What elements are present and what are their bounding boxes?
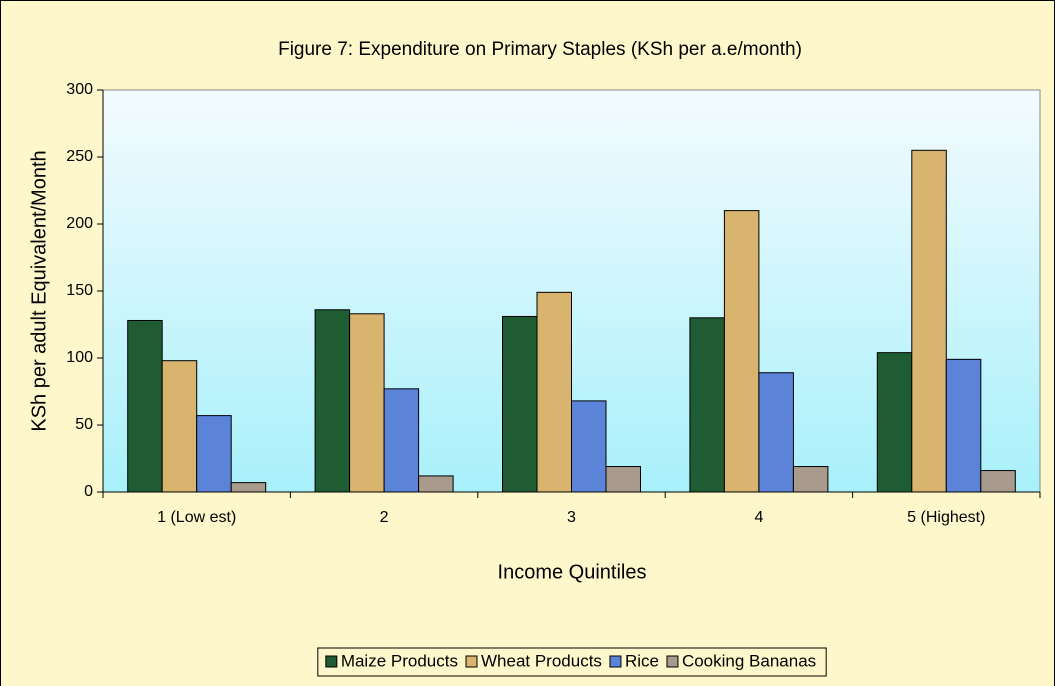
bar <box>792 466 829 493</box>
bar <box>502 315 538 493</box>
bar <box>689 317 725 493</box>
bar <box>161 360 198 493</box>
legend-label: Maize Products <box>341 651 458 670</box>
y-tick-label: 50 <box>75 416 93 433</box>
legend-swatch <box>465 655 478 668</box>
bar <box>196 415 232 493</box>
x-tick-label: 3 <box>567 509 576 526</box>
bar <box>230 482 267 493</box>
y-tick-label: 0 <box>84 483 93 500</box>
bar <box>876 352 913 493</box>
y-tick-label: 300 <box>66 81 93 98</box>
y-tick-label: 150 <box>66 282 93 299</box>
chart-title: Figure 7: Expenditure on Primary Staples… <box>278 39 802 60</box>
legend-swatch <box>666 655 679 668</box>
x-tick-label: 2 <box>380 509 389 526</box>
y-tick-label: 200 <box>66 215 93 232</box>
legend-label: Rice <box>625 651 659 670</box>
y-tick-label: 250 <box>66 148 93 165</box>
bar <box>383 388 420 493</box>
y-tick-label: 100 <box>66 349 93 366</box>
bar <box>723 210 760 493</box>
y-axis-title: KSh per adult Equivalent/Month <box>28 150 50 431</box>
legend-swatch <box>325 655 338 668</box>
bar <box>911 149 947 493</box>
legend-label: Cooking Bananas <box>682 651 816 670</box>
x-tick-label: 1 (Low est) <box>157 509 236 526</box>
legend-box <box>317 647 827 677</box>
legend-label: Wheat Products <box>481 651 602 670</box>
bar <box>418 475 454 493</box>
x-tick-label: 4 <box>754 509 763 526</box>
bar <box>127 319 163 493</box>
bar <box>945 358 982 493</box>
bar <box>571 400 607 493</box>
bar <box>349 313 385 493</box>
bar <box>536 291 572 493</box>
bar <box>314 309 351 493</box>
legend: Maize Products Wheat Products Rice Cooking … <box>317 647 827 677</box>
bar <box>605 466 641 493</box>
x-axis-title: Income Quintiles <box>498 561 647 583</box>
bar <box>758 372 794 493</box>
legend-swatch <box>609 655 622 668</box>
x-tick-label: 5 (Highest) <box>907 509 985 526</box>
bar <box>980 470 1016 493</box>
